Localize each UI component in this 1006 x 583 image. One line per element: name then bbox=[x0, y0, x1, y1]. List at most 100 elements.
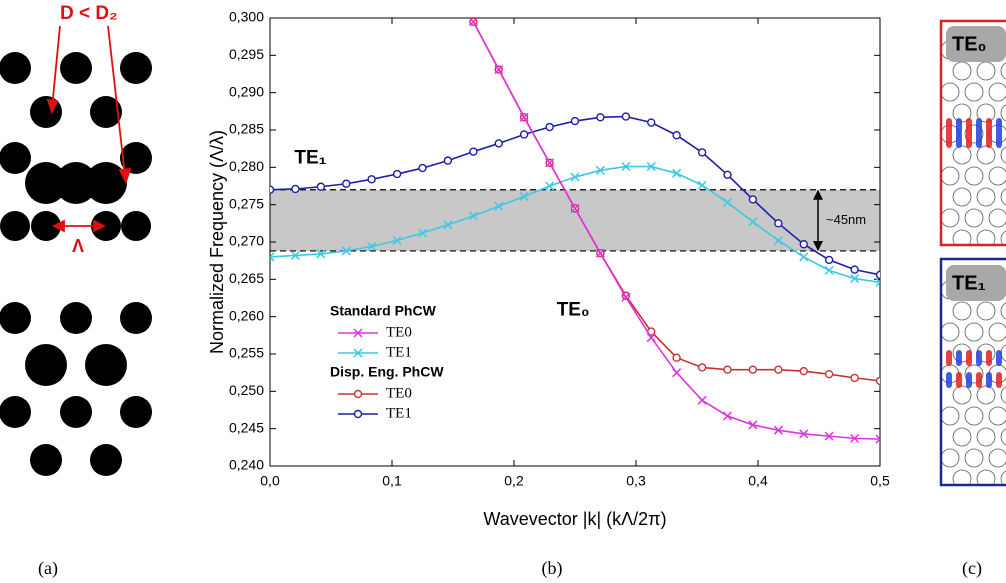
field-lobe bbox=[976, 118, 982, 148]
marker bbox=[773, 425, 783, 435]
mode-label: TE₁ bbox=[952, 272, 986, 294]
y-tick-label: 0,285 bbox=[229, 121, 264, 137]
series-layer bbox=[270, 18, 880, 444]
y-tick-label: 0,290 bbox=[229, 83, 264, 99]
panel-label: (b) bbox=[542, 558, 563, 579]
marker bbox=[545, 181, 555, 191]
hole-outline bbox=[964, 322, 984, 342]
field-lobe bbox=[976, 372, 982, 388]
marker bbox=[697, 395, 707, 405]
marker-stroke bbox=[672, 168, 682, 178]
hole bbox=[120, 52, 152, 84]
marker-stroke bbox=[595, 165, 605, 175]
hole bbox=[0, 302, 31, 334]
marker-circle bbox=[824, 369, 834, 379]
hole bbox=[55, 162, 97, 204]
hole bbox=[121, 211, 151, 241]
hole-outline bbox=[1000, 302, 1006, 320]
hole bbox=[85, 344, 127, 386]
field-lobe bbox=[966, 350, 972, 366]
hole-outline bbox=[964, 406, 984, 426]
marker-stroke bbox=[341, 246, 351, 256]
marker-circle bbox=[494, 139, 503, 148]
marker bbox=[469, 147, 478, 156]
field-lobe bbox=[976, 350, 982, 366]
y-tick-label: 0,255 bbox=[229, 345, 264, 361]
marker bbox=[621, 162, 631, 172]
hole bbox=[25, 344, 67, 386]
te0-field bbox=[942, 40, 1006, 244]
field-lobe bbox=[946, 350, 952, 366]
marker-stroke bbox=[875, 277, 880, 284]
marker-stroke bbox=[824, 431, 834, 441]
marker-circle bbox=[570, 116, 580, 126]
marker-stroke bbox=[697, 180, 707, 190]
hole-outline bbox=[988, 166, 1006, 186]
marker-stroke bbox=[850, 433, 860, 443]
marker-circle bbox=[621, 112, 631, 121]
te0-tag bbox=[946, 26, 1006, 62]
x-tick-label: 0,3 bbox=[626, 473, 646, 489]
hole-outline bbox=[942, 406, 960, 426]
marker bbox=[570, 172, 580, 182]
marker bbox=[494, 201, 504, 211]
marker bbox=[748, 217, 758, 227]
hole-outline bbox=[1000, 230, 1006, 244]
hole-outline bbox=[988, 406, 1006, 426]
marker-circle bbox=[519, 130, 529, 139]
marker-circle bbox=[353, 389, 363, 399]
marker bbox=[850, 274, 860, 284]
band bbox=[270, 189, 880, 251]
hole-outline bbox=[976, 145, 996, 165]
legend-heading: Disp. Eng. PhCW bbox=[330, 364, 444, 380]
band-label: ~45nm bbox=[826, 212, 866, 227]
marker bbox=[723, 365, 732, 374]
hole-outline bbox=[942, 166, 960, 186]
marker bbox=[875, 270, 880, 280]
marker bbox=[697, 363, 707, 372]
marker-stroke bbox=[672, 368, 682, 378]
hole bbox=[0, 211, 30, 241]
x-tick-label: 0,0 bbox=[260, 473, 280, 489]
marker-stroke bbox=[799, 252, 809, 262]
band-arrowhead bbox=[813, 189, 823, 200]
marker-circle bbox=[850, 265, 859, 274]
marker-stroke bbox=[748, 420, 758, 430]
marker bbox=[646, 333, 656, 343]
marker-circle bbox=[367, 175, 376, 184]
marker-stroke bbox=[773, 425, 783, 435]
marker-circle bbox=[774, 365, 783, 374]
marker-circle bbox=[291, 184, 300, 194]
marker-stroke bbox=[850, 274, 860, 284]
panel-a-lattice bbox=[0, 52, 152, 476]
marker bbox=[392, 169, 402, 179]
marker-stroke bbox=[875, 281, 880, 287]
marker-stroke bbox=[417, 228, 428, 238]
marker bbox=[468, 211, 478, 221]
marker-stroke bbox=[316, 249, 326, 259]
hole-outline bbox=[952, 469, 972, 484]
y-tick-label: 0,260 bbox=[229, 307, 264, 323]
marker bbox=[672, 131, 681, 140]
marker bbox=[316, 182, 326, 191]
hole bbox=[90, 444, 122, 476]
marker-circle bbox=[697, 148, 707, 157]
marker-stroke bbox=[367, 241, 377, 252]
field-lobe bbox=[956, 372, 962, 388]
marker bbox=[545, 158, 555, 168]
marker-stroke bbox=[468, 18, 478, 27]
marker bbox=[697, 180, 707, 190]
marker-circle bbox=[850, 373, 859, 383]
plot: ~45nm 0,240 0,245 0,250 0,255 0,260 0,265 0,270… bbox=[229, 9, 890, 489]
hole-outline bbox=[964, 448, 984, 468]
marker bbox=[850, 265, 859, 274]
band-arrowhead bbox=[813, 240, 823, 251]
y-axis-label: Normalized Frequency (Λ/λ) bbox=[207, 130, 227, 354]
hole bbox=[25, 162, 67, 204]
marker bbox=[545, 122, 554, 132]
marker-circle bbox=[270, 185, 275, 194]
y-tick-label: 0,240 bbox=[229, 457, 264, 473]
field-lobe bbox=[946, 118, 952, 148]
marker bbox=[722, 197, 733, 207]
